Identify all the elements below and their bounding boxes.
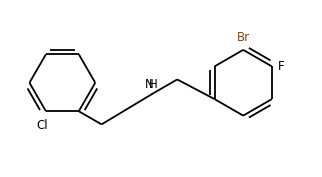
Text: F: F — [278, 60, 284, 73]
Text: H: H — [149, 78, 158, 91]
Text: Cl: Cl — [36, 119, 48, 132]
Text: Br: Br — [237, 31, 250, 44]
Text: N: N — [145, 78, 154, 91]
